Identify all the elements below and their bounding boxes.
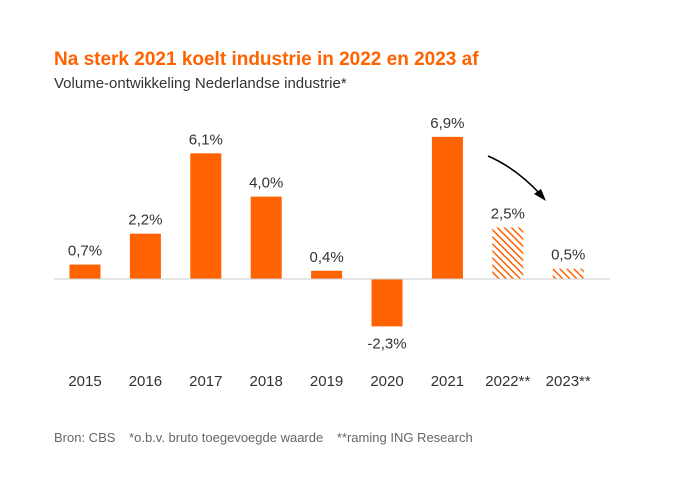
- bar-2020: [371, 279, 403, 327]
- chart-title: Na sterk 2021 koelt industrie in 2022 en…: [54, 49, 479, 70]
- bar-2018: [250, 196, 282, 279]
- data-label-2017: 6,1%: [189, 131, 223, 148]
- category-label-2020: 2020: [370, 373, 403, 390]
- footnote-gross-value-added: *o.b.v. bruto toegevoegde waarde: [129, 430, 324, 445]
- footnote-forecast: **raming ING Research: [336, 430, 473, 445]
- arrow-down-right-icon: [487, 155, 546, 201]
- bar-2023: [552, 268, 584, 279]
- data-label-2015: 0,7%: [68, 243, 102, 260]
- category-label-2017: 2017: [189, 373, 222, 390]
- source-note: Bron: CBS: [54, 430, 116, 445]
- data-label-2022: 2,5%: [491, 206, 525, 223]
- data-label-2018: 4,0%: [249, 175, 283, 192]
- category-label-2023: 2023**: [546, 373, 591, 390]
- category-label-2022: 2022**: [485, 373, 530, 390]
- bars-group: [69, 136, 584, 327]
- category-label-2019: 2019: [310, 373, 343, 390]
- bar-2016: [129, 233, 161, 279]
- bar-2019: [311, 270, 343, 279]
- data-label-2023: 0,5%: [551, 247, 585, 264]
- category-label-2016: 2016: [129, 373, 162, 390]
- data-label-2021: 6,9%: [430, 115, 464, 132]
- footnotes: Bron: CBS *o.b.v. bruto toegevoegde waar…: [54, 430, 483, 445]
- bar-2022: [492, 227, 524, 279]
- bar-chart: 0,7% 2,2% 6,1% 4,0% 0,4% -2,3% 6,9% 2,5% 0,5% 20…: [54, 115, 610, 390]
- category-labels-group: 2015 2016 2017 2018 2019 2020 2021 2022** 2023**: [68, 373, 591, 390]
- bar-2021: [431, 136, 463, 279]
- data-label-2020: -2,3%: [367, 335, 406, 352]
- bar-2015: [69, 264, 101, 279]
- data-label-2016: 2,2%: [128, 212, 162, 229]
- category-label-2015: 2015: [68, 373, 101, 390]
- bar-2017: [190, 153, 222, 279]
- category-label-2021: 2021: [431, 373, 464, 390]
- value-labels-group: 0,7% 2,2% 6,1% 4,0% 0,4% -2,3% 6,9% 2,5% 0,5%: [68, 115, 585, 353]
- data-label-2019: 0,4%: [309, 249, 343, 266]
- category-label-2018: 2018: [250, 373, 283, 390]
- chart-subtitle: Volume-ontwikkeling Nederlandse industri…: [54, 75, 347, 92]
